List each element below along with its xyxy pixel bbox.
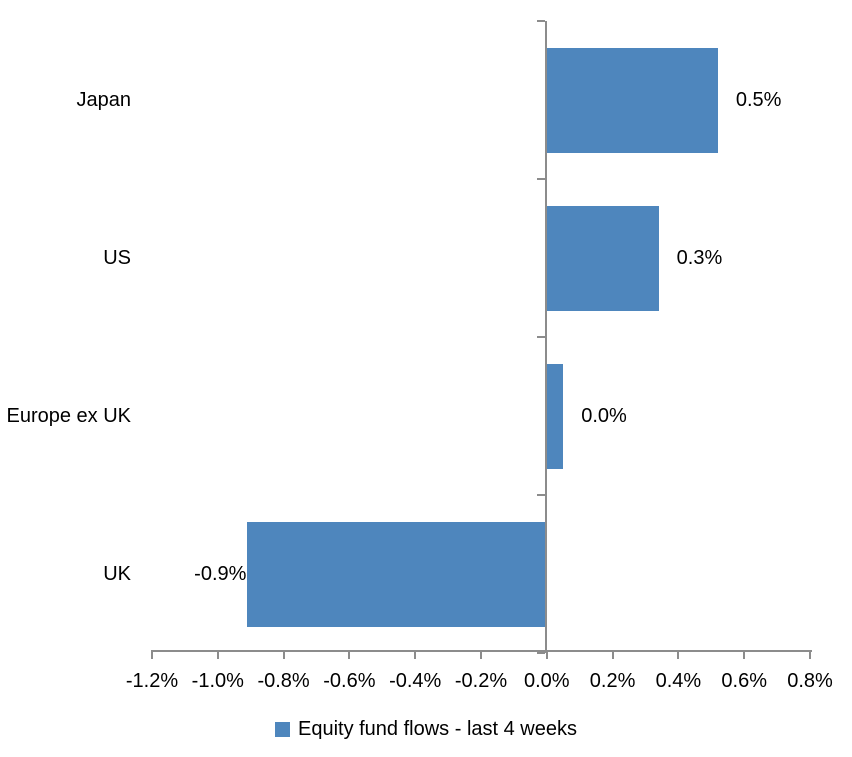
x-tick-label: -0.4% — [389, 670, 442, 692]
x-axis-line — [152, 650, 812, 652]
y-tick — [536, 652, 545, 654]
bar-value-label: 0.3% — [676, 247, 723, 269]
bar-us — [546, 205, 659, 311]
category-label: US — [103, 247, 131, 269]
y-tick — [536, 20, 545, 22]
x-tick-label: 0.0% — [524, 670, 570, 692]
x-tick-label: -0.8% — [257, 670, 310, 692]
x-tick — [480, 650, 482, 659]
y-axis-line — [544, 21, 547, 653]
bar-value-label: 0.0% — [581, 405, 627, 427]
y-tick — [536, 494, 545, 496]
x-tick-label: -0.2% — [454, 670, 508, 692]
x-tick-label: -1.2% — [125, 670, 179, 692]
x-tick — [216, 650, 219, 659]
x-tick — [151, 650, 153, 659]
bar-value-label: -0.9% — [194, 563, 247, 585]
x-tick-label: 0.8% — [787, 670, 833, 692]
x-tick-label: 0.4% — [655, 670, 702, 692]
category-label: Japan — [76, 89, 132, 111]
x-tick — [809, 650, 811, 659]
x-tick-label: -0.6% — [323, 670, 376, 692]
bar-europe-ex-uk — [546, 363, 564, 469]
x-tick-label: 0.6% — [721, 670, 767, 692]
legend-label: Equity fund flows - last 4 weeks — [297, 718, 577, 740]
x-tick — [348, 650, 351, 659]
x-tick — [743, 650, 746, 659]
category-label: UK — [103, 563, 131, 585]
x-tick — [545, 650, 548, 659]
x-tick — [282, 650, 285, 659]
y-tick — [536, 336, 545, 338]
x-tick — [677, 650, 680, 659]
x-tick-label: -1.0% — [191, 670, 244, 692]
bar-uk — [247, 521, 547, 627]
legend-color-swatch — [274, 721, 290, 737]
x-tick-label: 0.2% — [589, 670, 636, 692]
bar-value-label: 0.5% — [735, 89, 782, 111]
x-tick — [611, 650, 614, 659]
chart-legend: Equity fund flows - last 4 weeks — [0, 717, 852, 741]
bar-japan — [546, 47, 718, 153]
y-tick — [536, 178, 545, 180]
category-label: Europe ex UK — [6, 405, 131, 427]
x-tick — [414, 650, 417, 659]
